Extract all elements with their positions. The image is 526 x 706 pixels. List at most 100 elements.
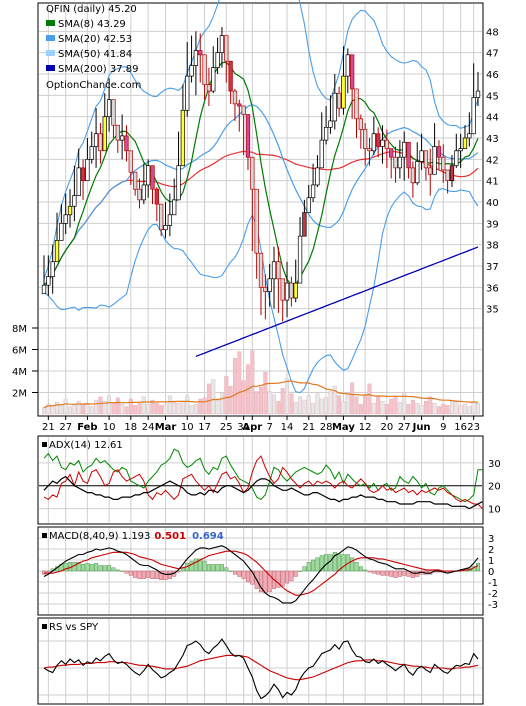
candle-body (202, 54, 207, 86)
macd-histogram-bar (280, 570, 285, 587)
candle-body (393, 156, 398, 169)
volume-bar (302, 399, 307, 415)
macd-histogram-bar (120, 570, 125, 572)
macd-histogram-bar (397, 570, 402, 577)
volume-bar (50, 405, 55, 415)
macd-histogram-bar (198, 558, 203, 572)
candle-body (315, 167, 320, 186)
macd-histogram-bar (237, 570, 242, 577)
macd-histogram-bar (141, 570, 146, 579)
macd-histogram-bar (384, 570, 389, 576)
volume-bar (476, 403, 480, 415)
candle-body (428, 167, 433, 175)
volume-bar (376, 396, 381, 415)
candle-body (389, 148, 394, 158)
macd-tick-label: 1 (488, 556, 494, 567)
macd-histogram-bar (98, 565, 103, 572)
volume-bar (367, 383, 372, 415)
volume-bar (42, 407, 46, 415)
macd-histogram-bar (285, 570, 290, 584)
price-tick-label: 37 (486, 262, 499, 273)
candle-body (471, 97, 476, 135)
volume-bar (111, 403, 116, 415)
volume-bar (345, 394, 350, 415)
macd-histogram-bar (354, 562, 359, 572)
macd-histogram-bar (302, 566, 307, 572)
volume-bar (159, 405, 164, 415)
x-tick-label: 23 (467, 422, 480, 433)
sma20-line (43, 103, 479, 286)
price-tick-label: 47 (486, 49, 499, 60)
candle-body (410, 167, 416, 184)
volume-bar (272, 394, 276, 415)
sma200-line (195, 246, 479, 358)
macd-histogram-bar (76, 562, 81, 572)
x-tick-label: 27 (59, 422, 72, 433)
macd-histogram-bar (219, 564, 224, 572)
candle-body (228, 60, 233, 92)
candle-body (215, 52, 220, 68)
volume-tick-label: 2M (12, 389, 27, 400)
legend-sma50: SMA(50) 41.84 (58, 49, 132, 60)
candle-body (380, 139, 385, 147)
volume-bar (259, 386, 263, 415)
macd-histogram-bar (189, 560, 194, 572)
candle-body (154, 188, 159, 205)
volume-bar (63, 398, 68, 415)
volume-bar (358, 404, 363, 415)
macd-histogram-bar (298, 570, 303, 572)
macd-histogram-bar (367, 570, 372, 573)
legend-sma20: SMA(20) 42.53 (58, 34, 132, 45)
volume-bar (315, 393, 320, 415)
candle-body (467, 133, 472, 139)
volume-bar (137, 402, 142, 415)
volume-bar (141, 396, 146, 415)
macd-histogram-bar (102, 565, 107, 572)
price-tick-label: 38 (486, 241, 499, 252)
x-tick-label: 16 (454, 422, 467, 433)
volume-bar (445, 405, 450, 415)
volume-bar (341, 400, 346, 415)
x-tick-label: 20 (380, 422, 393, 433)
macd-tick-label: 3 (488, 534, 494, 545)
volume-bar (415, 403, 420, 415)
macd-tick-label: -1 (488, 578, 498, 589)
volume-bar (280, 388, 285, 415)
adx-label: ADX(14) 12.61 (49, 440, 123, 451)
volume-bar (384, 404, 389, 415)
macd-histogram-bar (89, 564, 94, 572)
rs-label: RS vs SPY (49, 622, 99, 633)
x-tick-label: Apr (242, 422, 262, 433)
candle-body (328, 120, 333, 128)
macd-histogram-bar (350, 557, 355, 572)
macd-histogram-bar (319, 555, 324, 572)
volume-bar (471, 402, 476, 415)
macd-histogram-bar (332, 552, 337, 572)
candle-body (462, 137, 468, 150)
x-tick-label: 18 (124, 422, 137, 433)
macd-label-name: MACD(8,40,9) (49, 531, 119, 542)
volume-bar (180, 400, 185, 415)
macd-histogram-bar (128, 570, 133, 576)
candle-body (280, 278, 285, 301)
volume-tick-label: 6M (12, 346, 27, 357)
volume-bar (81, 404, 86, 415)
candle-body (54, 240, 60, 263)
candle-body (376, 133, 381, 147)
macd-tick-label: 2 (488, 545, 494, 556)
macd-histogram-bar (380, 570, 385, 576)
volume-bar (172, 402, 177, 415)
volume-bar (397, 402, 402, 415)
candle-body (159, 203, 164, 231)
volume-bar (206, 383, 211, 415)
candle-body (198, 50, 203, 56)
candle-body (441, 156, 446, 171)
volume-tick-label: 4M (12, 367, 27, 378)
volume-bar (410, 399, 415, 415)
volume-bar (293, 402, 298, 415)
volume-bar (146, 404, 151, 415)
x-tick-label: 10 (181, 422, 194, 433)
volume-bar (402, 392, 407, 415)
macd-histogram-bar (276, 570, 281, 588)
volume-bar (450, 400, 454, 415)
